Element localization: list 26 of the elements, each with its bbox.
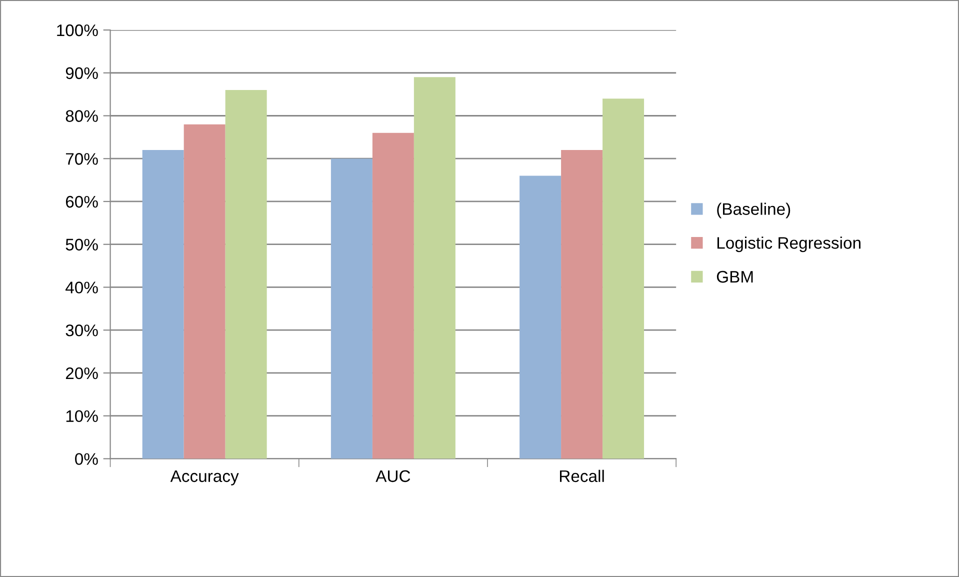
x-tick-label: Accuracy [170,470,239,486]
y-tick-label: 0% [75,453,98,465]
x-tick-label: Recall [560,470,604,482]
legend-label: Logistic Regression [717,236,860,252]
bar [184,124,226,459]
y-tick-label: 90% [66,67,98,80]
bar [142,150,184,459]
bar [520,176,562,459]
y-tick-label: 100% [57,24,98,36]
y-tick-label: 40% [66,282,98,294]
y-tick-label: 70% [66,153,98,165]
y-tick-label: 50% [66,238,98,251]
legend-label: GBM [716,270,753,283]
y-tick-label: 30% [66,324,98,336]
x-tick-label: AUC [376,470,410,482]
bar [330,158,372,459]
bar [372,132,414,459]
bar [225,90,267,459]
y-tick-label: 80% [66,110,98,122]
y-tick-label: 60% [66,196,98,208]
bar [602,98,644,459]
y-tick-label: 20% [66,367,98,380]
bar [561,150,603,459]
bar [414,77,456,459]
y-tick-label: 10% [66,410,98,422]
legend-label: (Baseline) [717,202,790,218]
